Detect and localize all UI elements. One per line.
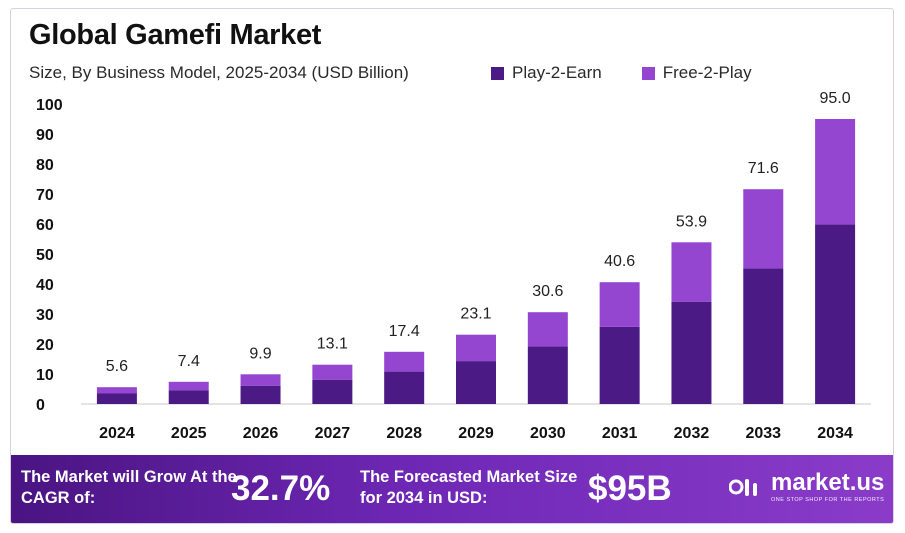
brand-tagline: ONE STOP SHOP FOR THE REPORTS <box>771 497 885 503</box>
bar-play-2-earn <box>599 326 640 404</box>
bar-total-label: 9.9 <box>249 345 271 362</box>
y-tick-label: 50 <box>36 247 54 264</box>
legend: Play-2-Earn Free-2-Play <box>491 63 752 83</box>
bar-play-2-earn <box>671 301 712 404</box>
brand-text: market.us ONE STOP SHOP FOR THE REPORTS <box>771 469 885 504</box>
chart-title: Global Gamefi Market <box>29 19 322 51</box>
bar-total-label: 53.9 <box>676 213 707 230</box>
bar-total-label: 23.1 <box>460 306 491 323</box>
chart-card: Global Gamefi Market Size, By Business M… <box>10 8 894 524</box>
bar-total-label: 40.6 <box>604 253 635 270</box>
y-tick-label: 10 <box>36 367 54 384</box>
y-tick-label: 70 <box>36 187 54 204</box>
bar-total-label: 5.6 <box>106 358 128 375</box>
cagr-value: 32.7% <box>231 469 331 508</box>
bar-free-2-play <box>168 381 209 391</box>
bar-total-label: 30.6 <box>532 283 563 300</box>
x-tick-label: 2026 <box>243 425 279 442</box>
brand-logo: market.us ONE STOP SHOP FOR THE REPORTS <box>729 471 884 503</box>
bar-play-2-earn <box>384 371 425 404</box>
bar-free-2-play <box>743 189 784 269</box>
bar-total-label: 13.1 <box>317 336 348 353</box>
bar-play-2-earn <box>527 346 568 404</box>
x-tick-label: 2027 <box>315 425 351 442</box>
x-tick-label: 2024 <box>99 425 135 442</box>
bar-free-2-play <box>456 334 496 362</box>
y-tick-label: 20 <box>36 337 54 354</box>
bar-play-2-earn <box>168 390 209 404</box>
cagr-label: The Market will Grow At the CAGR of: <box>21 468 237 507</box>
y-tick-label: 40 <box>36 277 54 294</box>
footer-banner: The Market will Grow At the CAGR of: 32.… <box>11 455 893 523</box>
legend-swatch-play-2-earn <box>491 66 504 80</box>
bar-play-2-earn <box>456 361 496 404</box>
bar-free-2-play <box>671 242 712 302</box>
x-tick-label: 2033 <box>745 425 781 442</box>
legend-item-free-2-play: Free-2-Play <box>641 63 752 83</box>
legend-label-free-2-play: Free-2-Play <box>662 63 752 82</box>
bar-total-label: 71.6 <box>748 160 779 177</box>
bar-play-2-earn <box>312 379 353 404</box>
forecast-value: $95B <box>588 469 672 508</box>
x-tick-label: 2028 <box>386 425 422 442</box>
x-tick-label: 2025 <box>171 425 207 442</box>
x-tick-label: 2032 <box>674 425 710 442</box>
bar-chart: 01020304050607080901005.620247.420259.92… <box>36 90 871 442</box>
bar-free-2-play <box>815 119 856 225</box>
market-us-logo-icon <box>729 479 757 496</box>
x-tick-label: 2029 <box>458 425 494 442</box>
bar-play-2-earn <box>240 385 281 404</box>
brand-name: market.us <box>771 469 885 496</box>
bar-free-2-play <box>96 387 137 394</box>
bar-play-2-earn <box>815 224 856 404</box>
x-tick-label: 2034 <box>817 425 853 442</box>
forecast-label: The Forecasted Market Size for 2034 in U… <box>360 468 578 507</box>
legend-item-play-2-earn: Play-2-Earn <box>491 63 602 83</box>
bar-total-label: 95.0 <box>820 90 851 107</box>
y-tick-label: 80 <box>36 157 54 174</box>
y-tick-label: 90 <box>36 127 54 144</box>
x-tick-label: 2030 <box>530 425 566 442</box>
bar-free-2-play <box>240 374 281 386</box>
bar-total-label: 17.4 <box>389 323 420 340</box>
y-tick-label: 30 <box>36 307 54 324</box>
y-tick-label: 60 <box>36 217 54 234</box>
legend-label-play-2-earn: Play-2-Earn <box>512 63 602 82</box>
y-tick-label: 0 <box>36 397 45 414</box>
legend-swatch-free-2-play <box>641 66 655 80</box>
bar-free-2-play <box>312 364 353 380</box>
bar-play-2-earn <box>96 393 137 404</box>
bar-free-2-play <box>527 312 568 347</box>
x-tick-label: 2031 <box>602 425 638 442</box>
chart-subtitle: Size, By Business Model, 2025-2034 (USD … <box>29 63 409 82</box>
bar-free-2-play <box>599 282 640 327</box>
bar-play-2-earn <box>743 268 784 404</box>
y-tick-label: 100 <box>36 97 63 114</box>
bar-free-2-play <box>384 351 425 372</box>
bar-total-label: 7.4 <box>178 353 200 370</box>
